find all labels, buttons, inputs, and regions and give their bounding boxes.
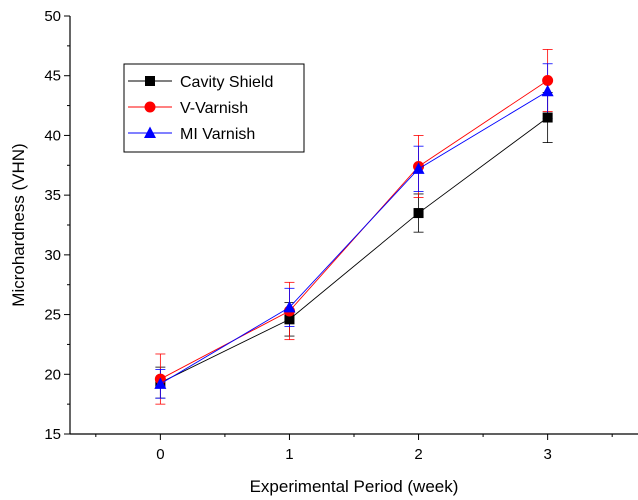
data-point xyxy=(284,314,295,325)
legend-marker xyxy=(144,126,156,138)
data-point xyxy=(413,208,424,219)
series-line xyxy=(160,90,548,385)
legend-marker xyxy=(145,76,155,86)
y-tick-label: 40 xyxy=(44,127,61,144)
y-tick-label: 20 xyxy=(44,366,61,383)
y-tick-label: 45 xyxy=(44,68,61,85)
x-tick-label: 3 xyxy=(543,446,551,463)
y-tick-label: 30 xyxy=(44,247,61,264)
data-point xyxy=(542,74,554,86)
data-point xyxy=(283,300,296,313)
data-point xyxy=(542,112,553,123)
y-tick-label: 15 xyxy=(44,426,61,443)
data-point xyxy=(412,162,425,174)
series-0 xyxy=(155,112,553,388)
y-tick-label: 50 xyxy=(44,8,61,25)
legend-label: MI Varnish xyxy=(180,126,255,143)
y-tick-label: 35 xyxy=(44,187,61,204)
x-tick-label: 1 xyxy=(285,446,293,463)
y-axis-title: Microhardness (VHN) xyxy=(9,143,28,306)
data-point xyxy=(541,84,554,97)
x-tick-label: 0 xyxy=(156,446,164,463)
legend-label: V-Varnish xyxy=(180,100,248,117)
x-tick-label: 2 xyxy=(414,446,422,463)
data-point xyxy=(154,377,167,389)
series-2 xyxy=(154,84,554,389)
x-axis-title: Experimental Period (week) xyxy=(250,477,459,496)
series-layer xyxy=(154,49,554,405)
series-line xyxy=(160,117,548,384)
legend-marker xyxy=(144,101,156,113)
legend: Cavity Shield V-Varnish MI Varnish xyxy=(123,63,305,153)
axes: 15 20 25 30 35 40 45 50 0 1 2 3 xyxy=(44,8,638,463)
legend-label: Cavity Shield xyxy=(180,74,273,91)
y-tick-label: 25 xyxy=(44,307,61,324)
